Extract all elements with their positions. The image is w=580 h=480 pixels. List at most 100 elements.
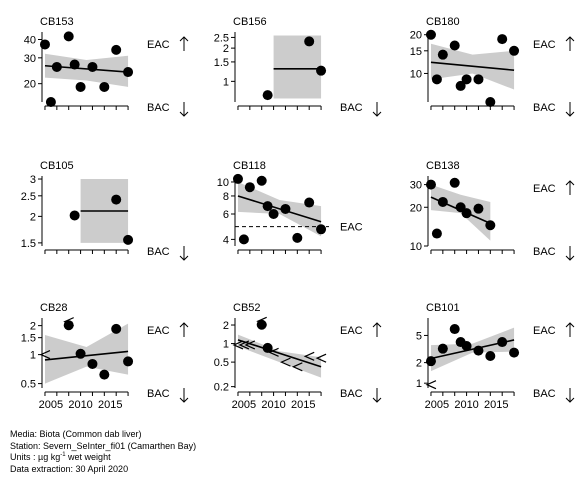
- bac-label: BAC: [533, 388, 556, 400]
- panel-title: CB52: [233, 302, 261, 314]
- bac-arrow-head: [372, 111, 382, 117]
- panel-title: CB156: [233, 16, 267, 28]
- units-suffix: wet weight: [65, 452, 111, 462]
- censored-point: [232, 340, 244, 350]
- censored-point: [291, 362, 303, 372]
- panel-cb105: CB105 1.5 2 2.5 3 BAC: [21, 160, 189, 261]
- data-point: [262, 90, 273, 101]
- bac-label: BAC: [340, 102, 363, 114]
- data-point: [87, 61, 98, 72]
- data-point: [449, 40, 460, 51]
- y-tick-label: 2.5: [21, 191, 36, 203]
- panel-cb138: CB138 10 20 30 EAC BAC: [410, 160, 575, 261]
- censored-point: [425, 380, 437, 390]
- panel-title: CB153: [40, 16, 74, 28]
- data-point: [485, 97, 496, 107]
- bac-arrow-head: [565, 397, 575, 403]
- data-point: [304, 197, 315, 208]
- panel-cb101: CB101 1 2 5 2005 2010 2015 EAC BAC: [416, 302, 575, 411]
- x-tick-label: 2015: [98, 399, 122, 411]
- y-tick-label: 10: [410, 68, 422, 80]
- eac-label: EAC: [147, 39, 170, 51]
- data-point: [497, 337, 508, 348]
- data-point: [45, 97, 56, 107]
- data-point: [455, 80, 466, 91]
- panel-title: CB101: [426, 302, 460, 314]
- bac-label: BAC: [147, 388, 170, 400]
- eac-arrow-head: [565, 36, 575, 42]
- censored-point: [268, 347, 279, 357]
- data-point: [280, 203, 291, 214]
- footer-units: Units : µg kg-1 wet weight: [10, 452, 196, 464]
- data-point: [292, 232, 303, 243]
- data-point: [449, 324, 460, 335]
- data-point: [99, 369, 110, 380]
- trend-line: [237, 195, 322, 223]
- data-point: [244, 182, 255, 193]
- eac-arrow-head: [372, 322, 382, 328]
- y-tick-label: 2: [416, 358, 422, 370]
- y-tick-label: 1.5: [214, 57, 229, 69]
- y-tick-label: 0.5: [21, 379, 36, 391]
- censored-point: [256, 316, 267, 326]
- bac-arrow-head: [179, 111, 189, 117]
- eac-label: EAC: [533, 325, 556, 337]
- y-tick-label: 30: [24, 53, 36, 65]
- data-point: [111, 323, 122, 334]
- data-point: [461, 208, 472, 219]
- eac-arrow-head: [179, 36, 189, 42]
- y-tick-label: 1: [416, 378, 422, 390]
- y-tick-label: 0.5: [214, 357, 229, 369]
- panel-cb153: CB153 20 30 40 EAC BAC: [24, 16, 189, 117]
- data-point: [63, 31, 74, 42]
- eac-label: EAC: [340, 222, 363, 234]
- y-tick-label: 8: [223, 191, 229, 203]
- eac-label: EAC: [533, 39, 556, 51]
- data-point: [431, 228, 442, 239]
- panel-title: CB28: [40, 302, 68, 314]
- data-point: [425, 356, 436, 367]
- y-tick-label: 1: [30, 350, 36, 362]
- data-point: [39, 39, 50, 50]
- footer-media: Media: Biota (Common dab liver): [10, 429, 142, 439]
- y-tick-label: 20: [410, 30, 422, 42]
- eac-arrow-head: [179, 322, 189, 328]
- eac-label: EAC: [147, 325, 170, 337]
- data-point: [485, 350, 496, 361]
- bac-arrow-head: [372, 397, 382, 403]
- x-tick-label: 2010: [68, 399, 92, 411]
- data-point: [449, 177, 460, 188]
- y-tick-label: 2: [223, 320, 229, 332]
- data-point: [75, 348, 86, 359]
- bac-label: BAC: [340, 388, 363, 400]
- x-tick-label: 2015: [484, 399, 508, 411]
- y-tick-label: 40: [24, 35, 36, 47]
- data-point: [262, 201, 273, 212]
- confidence-band: [237, 334, 322, 378]
- units-exponent: -1: [60, 452, 66, 458]
- y-tick-label: 10: [410, 241, 422, 253]
- trend-line: [237, 339, 322, 368]
- data-point: [509, 347, 520, 358]
- footer-station: Station: Severn_SeInter_fi01 (Camarthen …: [10, 440, 197, 451]
- bac-arrow-head: [565, 255, 575, 261]
- data-point: [69, 59, 80, 70]
- panel-cb28: CB28 0.5 1 1.52 2005 2010 2015 EAC BAC: [21, 302, 189, 411]
- data-point: [69, 210, 80, 221]
- confidence-band: [44, 323, 129, 384]
- censored-point: [315, 353, 327, 363]
- data-point: [473, 74, 484, 85]
- censored-point: [63, 317, 74, 327]
- data-point: [485, 220, 496, 231]
- data-point: [99, 81, 110, 92]
- eac-label: EAC: [340, 325, 363, 337]
- data-point: [461, 341, 472, 352]
- censored-point: [238, 340, 250, 350]
- x-tick-label: 2015: [291, 399, 315, 411]
- data-point: [509, 45, 520, 56]
- trend-line: [430, 61, 515, 71]
- data-point: [123, 234, 134, 245]
- panel-cb156: CB156 1 1.5 22.5 BAC: [214, 16, 382, 117]
- y-tick-label: 5: [416, 330, 422, 342]
